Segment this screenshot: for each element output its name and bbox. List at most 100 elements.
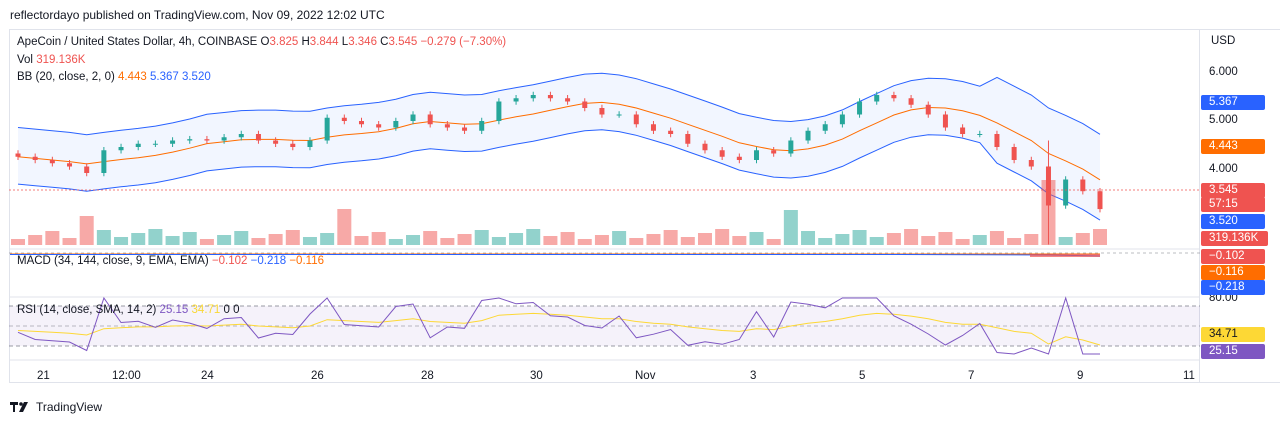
volume-bar [406, 235, 421, 245]
volume-bar [388, 239, 403, 245]
publish-info: reflectordayo published on TradingView.c… [10, 8, 385, 22]
y-tick: 4.000 [1209, 163, 1238, 175]
volume-legend[interactable]: Vol 319.136K [17, 54, 86, 67]
bb-upper-line [17, 72, 1101, 136]
volume-bar [818, 238, 833, 245]
tradingview-logo[interactable]: TradingView [10, 401, 102, 413]
rsi-legend[interactable]: RSI (14, close, SMA, 14, 2) 25.15 34.71 … [17, 304, 240, 317]
volume-bar [801, 231, 816, 245]
volume-bar [663, 230, 678, 245]
price-axis[interactable] [1200, 29, 1280, 383]
volume-bar [509, 233, 524, 245]
x-tick: 11 [1183, 370, 1195, 382]
candle [341, 117, 347, 121]
volume-bar [560, 232, 575, 245]
candle [135, 143, 141, 147]
volume-bar [629, 238, 644, 245]
volume-bar [1007, 238, 1022, 245]
volume-bar [28, 235, 43, 245]
volume-bar [594, 235, 609, 245]
candle [942, 114, 948, 128]
low-value: 3.346 [348, 36, 377, 48]
bb-basis-value: 4.443 [118, 71, 147, 83]
price-tag: 3.545 [1201, 183, 1265, 198]
bb-lower-line [17, 129, 1101, 221]
bb-label: BB (20, close, 2, 0) [17, 71, 115, 83]
volume-bar [45, 231, 60, 245]
volume-value: 319.136K [36, 54, 86, 66]
volume-bar [1058, 237, 1073, 245]
volume-label: Vol [17, 54, 33, 66]
volume-bar [474, 230, 489, 245]
volume-bar [96, 230, 111, 245]
y-tick: 6.000 [1209, 66, 1238, 78]
volume-bar [612, 231, 627, 245]
bb-lower-tag: 3.520 [1201, 214, 1265, 229]
volume-bar [1093, 229, 1107, 245]
volume-bar [302, 237, 317, 245]
macd-legend[interactable]: MACD (34, 144, close, 9, EMA, EMA) −0.10… [17, 255, 324, 268]
candle [719, 150, 725, 157]
candle [152, 143, 158, 145]
bb-upper-value: 5.367 [149, 71, 179, 83]
candle [857, 101, 863, 115]
rsi-tag: 25.15 [1201, 344, 1265, 359]
volume-bar [491, 237, 506, 245]
candle [908, 98, 914, 105]
volume-bar [921, 236, 936, 245]
candle [32, 156, 38, 160]
volume-bar [457, 234, 472, 245]
volume-bar [989, 231, 1004, 245]
volume-bar [440, 238, 455, 245]
volume-bar [680, 237, 695, 245]
volume-bar [697, 233, 712, 245]
candle [170, 140, 176, 144]
chart-pane[interactable] [9, 29, 1200, 383]
candle [358, 121, 364, 125]
volume-bar [320, 233, 335, 245]
rsi-extra-value: 0 [233, 304, 240, 316]
rsi-y-tick: 80.00 [1209, 292, 1238, 304]
candle [479, 121, 485, 131]
volume-bar [577, 239, 592, 245]
countdown-tag: 57:15 [1201, 197, 1265, 212]
volume-bar [423, 231, 438, 245]
candle [84, 166, 90, 173]
macd-hist-tag: −0.102 [1201, 249, 1265, 264]
high-value: 3.844 [309, 36, 339, 48]
volume-bar [234, 231, 249, 245]
macd-signal-value: −0.116 [289, 255, 324, 267]
main-legend[interactable]: ApeCoin / United States Dollar, 4h, COIN… [17, 36, 506, 49]
candle [891, 95, 897, 99]
candle [324, 117, 330, 141]
candle [668, 130, 674, 134]
volume-bars [11, 180, 1107, 245]
candle [702, 143, 708, 151]
open-label: O [260, 36, 270, 48]
candle [754, 150, 760, 160]
candle [496, 101, 502, 121]
macd-line-value: −0.218 [250, 255, 287, 267]
x-tick: 26 [311, 370, 324, 382]
volume-bar [886, 233, 901, 245]
candle [839, 114, 845, 125]
candle [616, 114, 622, 116]
candle [49, 160, 55, 164]
volume-tag: 319.136K [1201, 231, 1268, 246]
candle [376, 124, 382, 128]
bb-legend[interactable]: BB (20, close, 2, 0) 4.443 5.367 3.520 [17, 71, 211, 84]
volume-bar [182, 232, 197, 245]
bb-basis-line [17, 101, 1101, 181]
volume-bar [148, 229, 163, 245]
candle [462, 127, 468, 131]
candle [994, 134, 1000, 147]
candle [685, 134, 691, 144]
volume-bar [62, 238, 77, 245]
candle [1097, 191, 1103, 210]
rsi-label: RSI (14, close, SMA, 14, 2) [17, 304, 157, 316]
candle [307, 140, 313, 147]
candle [582, 101, 588, 108]
candle [1063, 179, 1069, 206]
macd-signal-tag: −0.116 [1201, 265, 1265, 280]
candle [290, 143, 296, 147]
